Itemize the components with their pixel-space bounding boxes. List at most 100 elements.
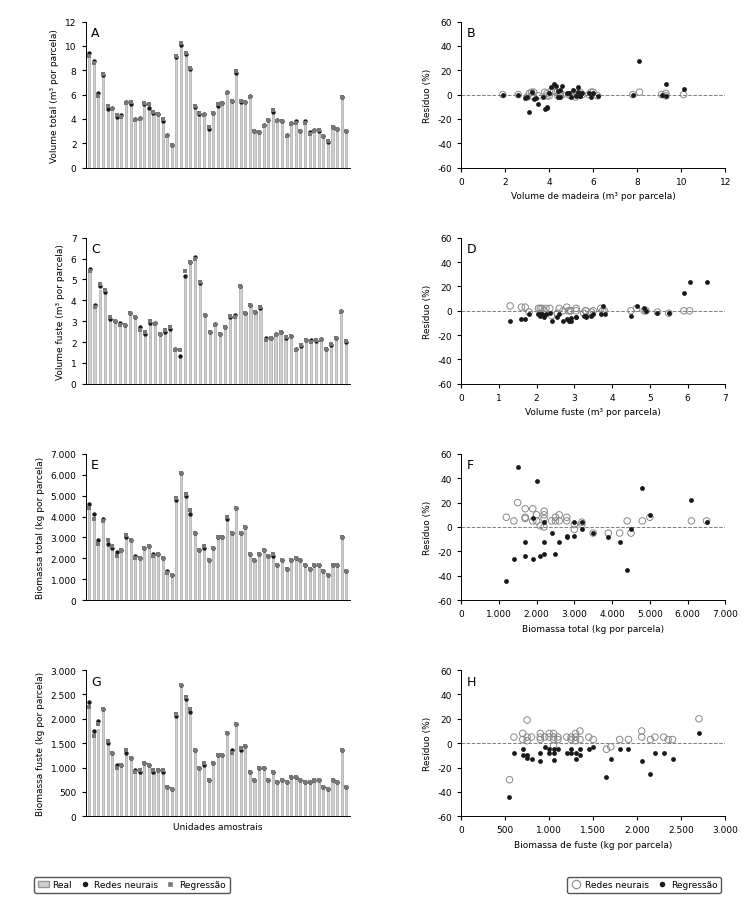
Point [97, 69, 109, 83]
Point [340, 564, 352, 578]
Point [568, 87, 580, 102]
Point [527, 511, 539, 526]
Point [88, 508, 100, 522]
Bar [231, 102, 233, 169]
Point [83, 262, 95, 277]
Point [554, 88, 566, 103]
Bar [217, 538, 219, 601]
Point [701, 515, 713, 529]
Point [144, 317, 155, 331]
Point [111, 109, 123, 124]
Point [644, 767, 656, 781]
Bar [157, 115, 159, 169]
Point [138, 98, 150, 113]
Bar [129, 104, 132, 169]
Point [554, 89, 566, 104]
Bar [209, 332, 211, 384]
Bar [269, 339, 272, 384]
Point [552, 732, 564, 747]
Bar [263, 768, 265, 816]
Point [198, 109, 210, 124]
Point [276, 773, 288, 787]
Bar [166, 787, 168, 816]
Point [534, 746, 546, 760]
Point [580, 304, 591, 318]
Point [235, 96, 247, 110]
Point [568, 529, 580, 543]
Point [544, 307, 556, 321]
Bar [332, 128, 333, 169]
Point [576, 515, 588, 529]
Point [185, 255, 196, 270]
Point [519, 549, 531, 564]
Point [340, 564, 352, 578]
Point [257, 760, 269, 775]
Point [248, 773, 260, 787]
Bar [313, 780, 315, 816]
Bar [106, 542, 109, 601]
Bar [138, 329, 141, 384]
Point [527, 514, 539, 529]
Point [94, 277, 106, 291]
Point [554, 302, 565, 317]
Point [198, 756, 210, 770]
Point [310, 335, 321, 349]
Point [587, 740, 599, 754]
Point [550, 86, 562, 100]
Bar [341, 98, 343, 169]
Point [318, 564, 330, 578]
Point [290, 770, 302, 785]
Bar [161, 121, 164, 169]
Point [299, 775, 311, 789]
Point [561, 529, 573, 543]
Point [591, 89, 603, 104]
Point [572, 88, 584, 103]
Point [322, 568, 334, 583]
Point [111, 545, 123, 559]
Bar [106, 743, 109, 816]
Point [240, 739, 251, 753]
Point [684, 275, 696, 290]
Point [586, 306, 597, 320]
Bar [154, 324, 156, 384]
Point [340, 336, 352, 350]
Point [634, 86, 646, 100]
Point [336, 530, 347, 545]
Point [576, 518, 588, 532]
Point [225, 746, 237, 760]
Bar [244, 528, 246, 601]
Bar [320, 341, 322, 384]
Point [580, 309, 591, 324]
Point [513, 88, 525, 103]
Point [134, 551, 146, 566]
Point [161, 780, 173, 795]
Bar [193, 534, 196, 601]
Bar [89, 270, 91, 384]
Point [655, 88, 667, 103]
Point [336, 743, 347, 758]
Point [540, 302, 552, 317]
Point [574, 749, 586, 763]
Bar [106, 107, 109, 169]
Bar [309, 133, 310, 169]
Point [88, 57, 100, 71]
Point [519, 92, 531, 106]
Point [263, 773, 275, 787]
Bar [272, 772, 274, 816]
Point [299, 557, 311, 572]
Point [189, 527, 201, 541]
Y-axis label: Volume total (m³ por parcela): Volume total (m³ por parcela) [51, 29, 60, 162]
Bar [157, 555, 159, 601]
Point [521, 730, 533, 744]
Point [143, 539, 155, 554]
Point [120, 96, 132, 110]
Bar [97, 96, 100, 169]
Bar [153, 555, 155, 601]
Bar [171, 575, 173, 601]
Bar [185, 496, 187, 601]
Point [124, 96, 136, 110]
Point [635, 754, 647, 769]
Bar [254, 780, 255, 816]
Point [134, 111, 146, 125]
Point [587, 86, 599, 100]
